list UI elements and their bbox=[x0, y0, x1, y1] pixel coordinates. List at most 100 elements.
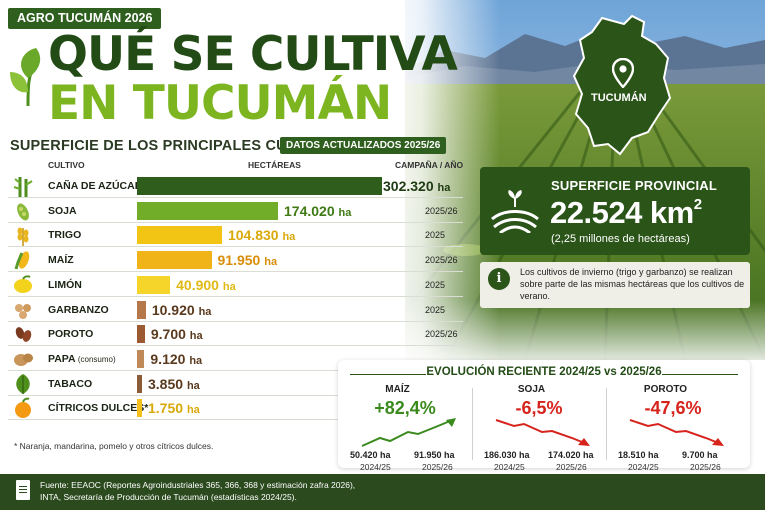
table-row: TRIGO 104.830 ha 2025 bbox=[8, 223, 463, 248]
hectares-bar bbox=[137, 275, 171, 294]
crop-name: TABACO bbox=[48, 377, 93, 390]
data-updated-badge: DATOS ACTUALIZADOS 2025/26 bbox=[280, 137, 447, 154]
crop-name: TRIGO bbox=[48, 229, 82, 242]
evolution-crop-name: SOJA bbox=[517, 384, 546, 395]
campaign-year: 2025 bbox=[425, 230, 446, 241]
soybean-icon bbox=[17, 203, 29, 221]
campaign-year: 2025/26 bbox=[425, 255, 458, 266]
photo-fade-bottom bbox=[405, 300, 765, 370]
trend-up-arrow-icon bbox=[361, 418, 456, 447]
campaign-year: 2025/26 bbox=[425, 205, 458, 216]
evolution-from-value: 186.030 ha bbox=[484, 450, 530, 460]
evolution-percent: +82,4% bbox=[374, 398, 436, 418]
crop-name: MAÍZ bbox=[48, 254, 74, 267]
evolution-from-value: 18.510 ha bbox=[618, 450, 659, 460]
campaign-year: 2025/26 bbox=[425, 329, 458, 340]
evolution-to-value: 91.950 ha bbox=[414, 450, 455, 460]
document-icon bbox=[16, 480, 30, 500]
evolution-from-year: 2024/25 bbox=[360, 462, 391, 472]
evolution-from-year: 2024/25 bbox=[628, 462, 659, 472]
crop-name: LIMÓN bbox=[48, 278, 82, 291]
footnote: * Naranja, mandarina, pomelo y otros cít… bbox=[14, 441, 214, 451]
hectares-bar bbox=[137, 399, 142, 418]
tobacco-leaf-icon bbox=[16, 373, 30, 394]
evolution-crop-name: POROTO bbox=[643, 384, 688, 395]
subtitle: SUPERFICIE DE LOS PRINCIPALES CULTIVOS bbox=[10, 138, 340, 154]
evolution-from-value: 50.420 ha bbox=[350, 450, 391, 460]
table-row: GARBANZO 10.920 ha 2025 bbox=[8, 298, 463, 322]
crop-name: POROTO bbox=[48, 328, 94, 341]
column-header-crop: CULTIVO bbox=[48, 160, 85, 170]
evolution-to-year: 2025/26 bbox=[556, 462, 587, 472]
potato-icon bbox=[14, 353, 33, 366]
hectares-bar bbox=[137, 374, 142, 393]
hectares-value: 302.320 ha bbox=[383, 178, 451, 194]
hectares-value: 9.120 ha bbox=[150, 350, 203, 367]
surface-label: SUPERFICIE PROVINCIAL bbox=[551, 178, 717, 193]
evolution-item: POROTO -47,6% 18.510 ha 9.700 ha 2024/25 2025… bbox=[618, 382, 748, 472]
evolution-title: EVOLUCIÓN RECIENTE 2024/25 vs 2025/26 bbox=[426, 366, 662, 378]
trend-down-arrow-icon bbox=[495, 419, 590, 446]
hectares-value: 174.020 ha bbox=[284, 202, 352, 219]
evolution-item: SOJA -6,5% 186.030 ha 174.020 ha 2024/25 2025… bbox=[484, 382, 614, 472]
crop-name: GARBANZO bbox=[48, 303, 109, 316]
title-rule-left bbox=[350, 374, 426, 375]
evolution-percent: -47,6% bbox=[644, 398, 702, 418]
hectares-value: 3.850 ha bbox=[148, 375, 200, 392]
table-row: LIMÓN 40.900 ha 2025 bbox=[8, 273, 463, 297]
hectares-bar bbox=[137, 177, 382, 195]
hectares-bar bbox=[137, 251, 212, 270]
wheat-icon bbox=[17, 227, 29, 247]
evolution-from-year: 2024/25 bbox=[494, 462, 525, 472]
chickpea-icon bbox=[15, 303, 31, 319]
table-row: CAÑA DE AZÚCAR 302.320 ha bbox=[8, 174, 463, 198]
surface-value: 22.524 km2 bbox=[550, 195, 702, 230]
hectares-value: 40.900 ha bbox=[176, 276, 236, 293]
orange-icon bbox=[15, 397, 31, 419]
info-icon: i bbox=[488, 268, 510, 290]
evolution-panel: EVOLUCIÓN RECIENTE 2024/25 vs 2025/26 MA… bbox=[338, 360, 750, 472]
hectares-bar bbox=[137, 226, 222, 245]
evolution-crop-name: MAÍZ bbox=[385, 384, 410, 395]
crop-name: PAPA (consumo) bbox=[48, 352, 116, 365]
sugarcane-icon bbox=[13, 177, 33, 197]
table-row: CÍTRICOS DULCES* 1.750 ha bbox=[8, 396, 463, 421]
lemon-icon bbox=[14, 275, 32, 293]
hectares-value: 10.920 ha bbox=[151, 301, 212, 318]
map-label: TUCUMÁN bbox=[591, 92, 647, 104]
field-sprout-icon bbox=[491, 190, 539, 233]
leaf-icon bbox=[10, 48, 41, 107]
hectares-value: 9.700 ha bbox=[150, 326, 203, 343]
crop-name: SOJA bbox=[48, 204, 77, 217]
source-line-1: Fuente: EEAOC (Reportes Agroindustriales… bbox=[40, 480, 356, 490]
table-row: MAÍZ 91.950 ha 2025/26 bbox=[8, 248, 463, 273]
source-footer: Fuente: EEAOC (Reportes Agroindustriales… bbox=[0, 474, 765, 510]
title-rule-right bbox=[662, 374, 738, 375]
info-note-card: i Los cultivos de invierno (trigo y garb… bbox=[480, 262, 750, 308]
evolution-to-year: 2025/26 bbox=[690, 462, 721, 472]
hectares-bar bbox=[137, 201, 279, 220]
title-line-1: QUÉ SE CULTIVA bbox=[48, 27, 458, 82]
evolution-item: MAÍZ +82,4% 50.420 ha 91.950 ha 2024/25 2025/… bbox=[350, 382, 480, 472]
evolution-to-value: 9.700 ha bbox=[682, 450, 718, 460]
crop-name: CAÑA DE AZÚCAR bbox=[48, 180, 143, 192]
bean-icon bbox=[15, 327, 32, 342]
table-row: POROTO 9.700 ha 2025/26 bbox=[8, 322, 463, 347]
table-row: SOJA 174.020 ha 2025/26 bbox=[8, 199, 463, 223]
hectares-bar bbox=[137, 349, 145, 368]
evolution-to-year: 2025/26 bbox=[422, 462, 453, 472]
source-line-2: INTA, Secretaría de Producción de Tucumá… bbox=[40, 492, 297, 502]
provincial-surface-card: SUPERFICIE PROVINCIAL 22.524 km2 (2,25 m… bbox=[480, 167, 750, 255]
column-header-campaign: CAMPAÑA / AÑO bbox=[395, 160, 464, 170]
year-badge: AGRO TUCUMÁN 2026 bbox=[8, 8, 162, 29]
evolution-to-value: 174.020 ha bbox=[548, 450, 594, 460]
province-map bbox=[572, 14, 672, 160]
campaign-year: 2025 bbox=[425, 279, 446, 290]
hectares-value: 1.750 ha bbox=[148, 400, 200, 417]
table-row: TABACO 3.850 ha bbox=[8, 372, 463, 396]
corn-icon bbox=[14, 251, 30, 270]
table-row: PAPA (consumo) 9.120 ha bbox=[8, 347, 463, 371]
campaign-year: 2025 bbox=[425, 304, 446, 315]
hectares-bar bbox=[137, 300, 146, 319]
surface-sub: (2,25 millones de hectáreas) bbox=[551, 233, 690, 245]
